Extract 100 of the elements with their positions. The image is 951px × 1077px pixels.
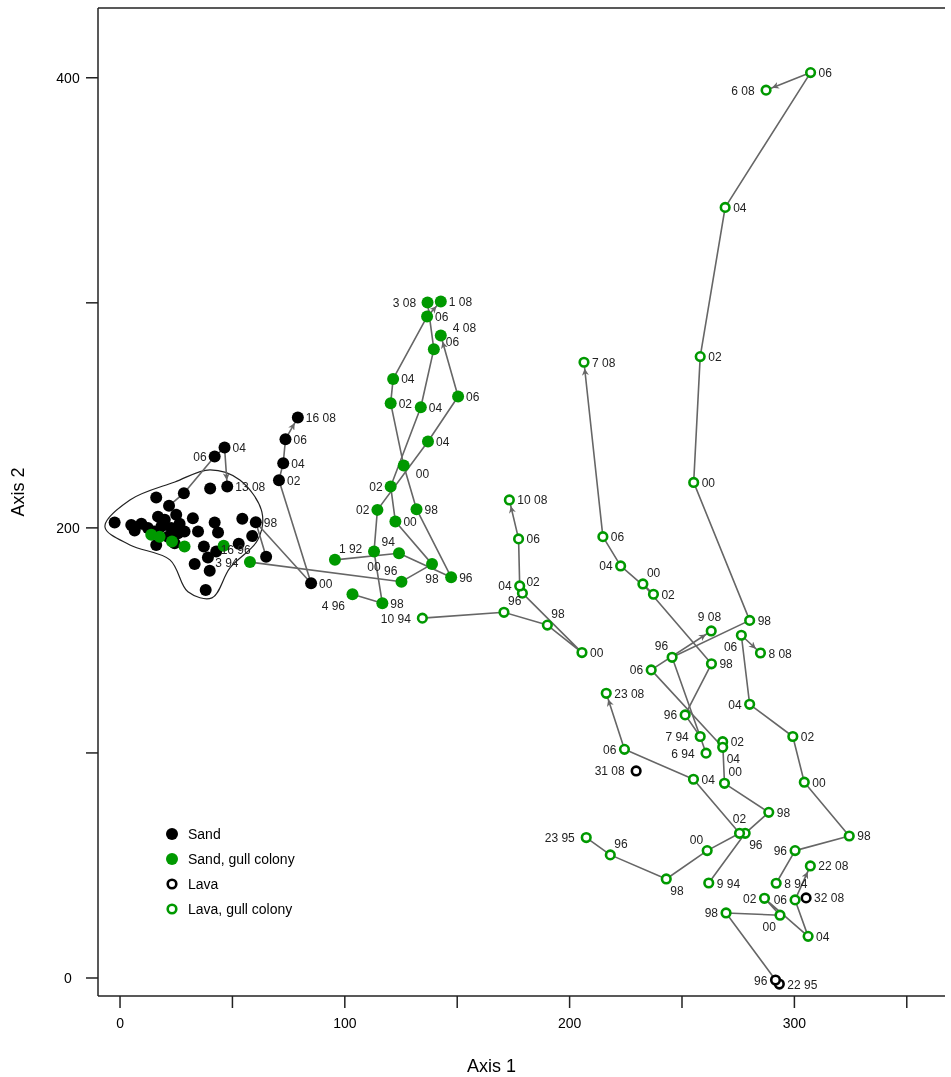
annotation: 02 bbox=[743, 891, 757, 906]
legend-label: Sand bbox=[188, 826, 221, 842]
annotation: 04 bbox=[401, 372, 415, 387]
annotation: 02 bbox=[526, 575, 541, 590]
annotation: 00 bbox=[319, 576, 333, 591]
annotation: 02 bbox=[356, 503, 370, 518]
annotation: 06 bbox=[818, 66, 833, 81]
annotation: 02 bbox=[732, 812, 747, 827]
y-tick-label: 0 bbox=[64, 970, 73, 986]
annotation: 04 bbox=[728, 697, 742, 712]
annotation: 00 bbox=[646, 565, 661, 580]
annotation: 96 bbox=[663, 708, 678, 723]
annotation: 7 94 bbox=[665, 730, 690, 745]
legend-label: Lava bbox=[188, 876, 219, 892]
annotation: 98 bbox=[551, 607, 566, 622]
annotation: 16 08 bbox=[305, 411, 337, 426]
annotation: 22 08 bbox=[818, 859, 849, 874]
annotation: 32 08 bbox=[814, 891, 845, 906]
annotation: 98 bbox=[776, 805, 791, 820]
annotation: 00 bbox=[812, 775, 826, 790]
annotation: 06 bbox=[293, 432, 308, 447]
x-tick-label: 0 bbox=[116, 1015, 125, 1031]
annotation: 98 bbox=[704, 906, 719, 921]
annotation: 04 bbox=[435, 434, 450, 449]
annotation: 98 bbox=[719, 657, 734, 672]
annotation: 10 94 bbox=[380, 611, 412, 626]
annotation: 02 bbox=[708, 350, 722, 365]
annotation: 9 94 bbox=[716, 876, 741, 891]
legend-label: Sand, gull colony bbox=[188, 851, 295, 867]
annotation: 00 bbox=[689, 832, 704, 847]
annotation: 06 bbox=[603, 742, 617, 757]
legend-label: Lava, gull colony bbox=[188, 901, 293, 917]
annotation: 23 95 bbox=[544, 831, 576, 846]
annotation: 96 bbox=[459, 570, 473, 585]
annotation: 06 bbox=[526, 532, 541, 547]
annotation: 00 bbox=[403, 515, 418, 530]
annotation: 00 bbox=[701, 475, 716, 490]
annotation: 98 bbox=[390, 596, 405, 611]
annotation: 23 08 bbox=[614, 686, 645, 701]
annotation: 96 bbox=[749, 838, 763, 853]
annotation: 06 bbox=[629, 663, 644, 678]
annotation: 00 bbox=[589, 646, 604, 661]
annotation: 06 bbox=[435, 310, 449, 325]
annotation: 4 08 bbox=[452, 321, 477, 336]
annotation: 02 bbox=[369, 479, 383, 494]
annotation: 10 08 bbox=[517, 493, 548, 508]
annotation: 04 bbox=[726, 752, 741, 767]
annotation: 00 bbox=[415, 466, 430, 481]
annotation: 02 bbox=[661, 587, 676, 602]
annotation: 02 bbox=[800, 730, 815, 745]
annotation: 1 92 bbox=[338, 541, 363, 556]
annotation: 04 bbox=[498, 579, 512, 594]
annotation: 4 96 bbox=[321, 599, 346, 614]
x-tick-label: 100 bbox=[333, 1015, 357, 1031]
annotation: 02 bbox=[730, 735, 745, 750]
annotation: 9 08 bbox=[697, 609, 722, 624]
x-tick-label: 300 bbox=[782, 1015, 807, 1031]
y-tick-label: 400 bbox=[56, 69, 80, 86]
annotation: 96 bbox=[773, 844, 788, 859]
annotation: 98 bbox=[757, 613, 772, 628]
annotation: 98 bbox=[424, 502, 439, 517]
annotation: 96 bbox=[654, 639, 669, 654]
annotation: 06 bbox=[610, 530, 625, 545]
annotation: 04 bbox=[232, 441, 247, 456]
annotation: 06 bbox=[466, 389, 480, 404]
annotation: 98 bbox=[263, 515, 278, 530]
y-axis-title: Axis 2 bbox=[8, 467, 28, 517]
annotation: 98 bbox=[857, 829, 871, 844]
annotation: 98 bbox=[425, 572, 440, 587]
y-tick-label: 200 bbox=[56, 519, 80, 536]
annotation: 7 08 bbox=[591, 355, 616, 370]
annotation: 98 bbox=[670, 883, 684, 898]
annotation: 1 08 bbox=[448, 294, 473, 309]
annotation: 00 bbox=[762, 920, 777, 935]
annotation: 04 bbox=[816, 929, 830, 944]
annotation: 04 bbox=[733, 200, 747, 215]
annotation: 13 08 bbox=[235, 479, 266, 494]
annotation: 04 bbox=[291, 456, 305, 471]
x-axis-title: Axis 1 bbox=[466, 1056, 517, 1076]
annotation: 6 08 bbox=[731, 83, 755, 98]
annotation: 02 bbox=[286, 473, 301, 488]
annotation: 02 bbox=[398, 396, 413, 411]
annotation: 3 08 bbox=[392, 296, 417, 311]
annotation: 06 bbox=[445, 335, 460, 350]
annotation: 8 08 bbox=[768, 646, 793, 661]
annotation: 06 bbox=[773, 893, 788, 908]
annotation: 94 bbox=[381, 535, 396, 550]
annotation: 31 08 bbox=[594, 764, 625, 779]
annotation: 6 94 bbox=[671, 746, 695, 761]
annotation: 22 95 bbox=[787, 977, 818, 992]
annotation: 06 bbox=[723, 640, 738, 655]
x-tick-label: 200 bbox=[557, 1015, 582, 1031]
annotation: 00 bbox=[728, 765, 743, 780]
annotation: 06 bbox=[193, 450, 207, 465]
annotation: 04 bbox=[599, 559, 613, 574]
annotation: 96 bbox=[507, 594, 522, 609]
annotation: 96 bbox=[614, 836, 628, 851]
annotation: 96 bbox=[754, 973, 768, 988]
annotation: 04 bbox=[428, 400, 443, 415]
annotation: 04 bbox=[701, 772, 716, 787]
